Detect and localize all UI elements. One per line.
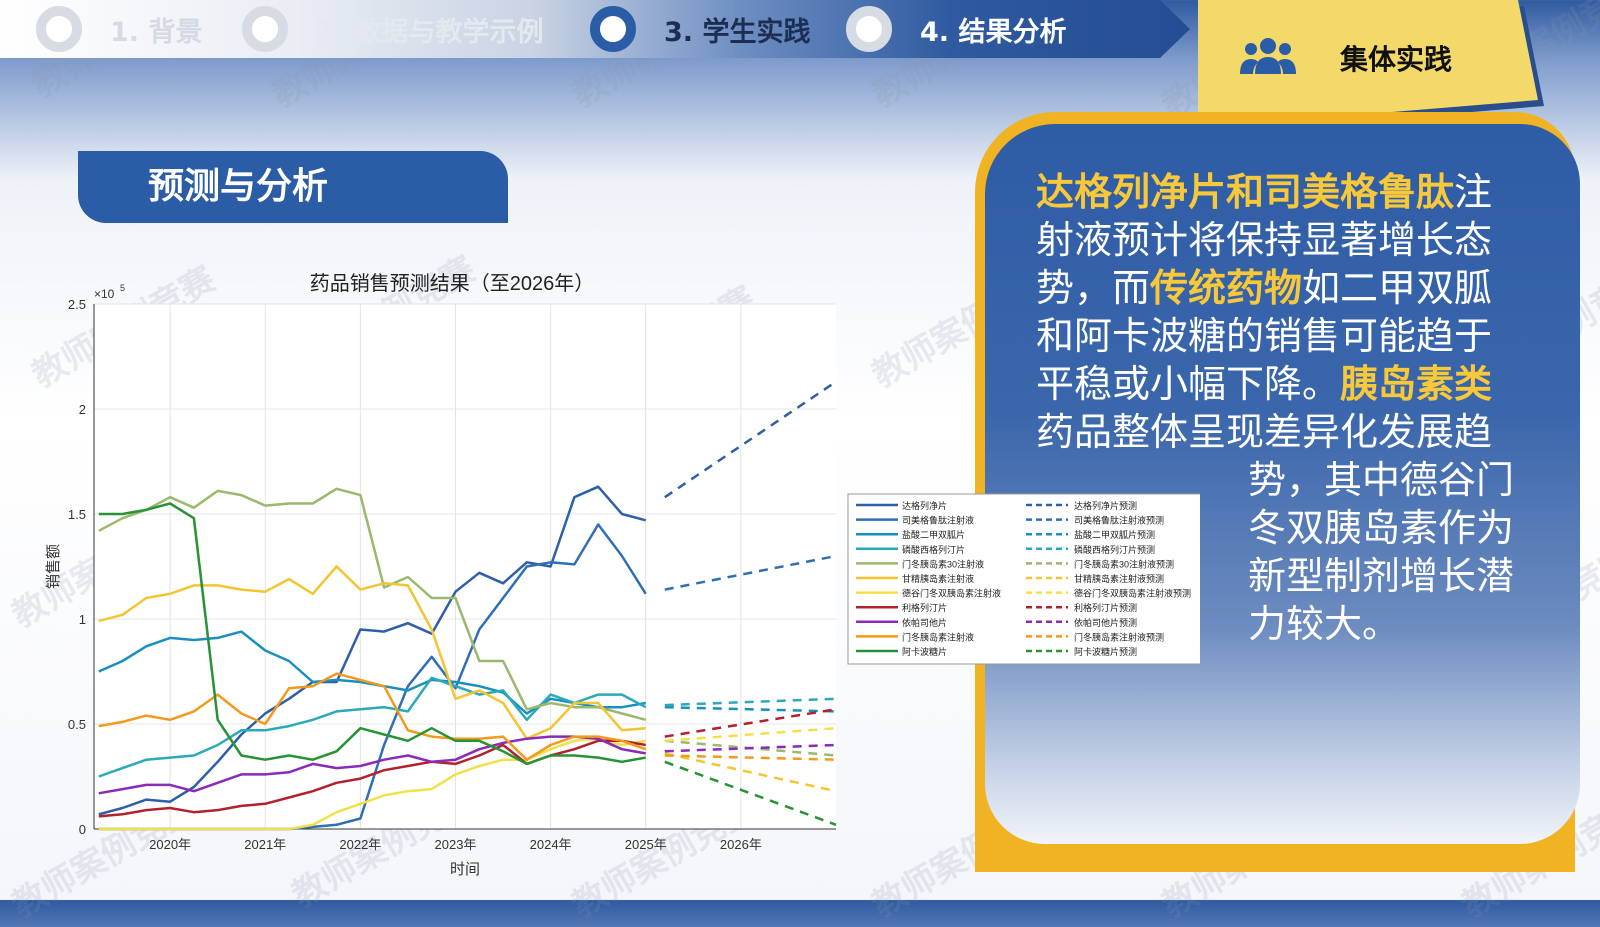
forecast-line-7 [664, 708, 837, 738]
y-tick-label: 0 [79, 822, 86, 837]
nav-step-1-label: 1. 背景 [110, 16, 203, 48]
x-tick-label: 2023年 [435, 837, 477, 852]
forecast-line-2 [664, 705, 837, 713]
legend-label: 利格列汀片 [902, 602, 947, 613]
y-tick-label: 2 [79, 402, 86, 417]
y-tick-label: 1 [79, 612, 86, 627]
x-tick-label: 2020年 [149, 837, 191, 852]
forecast-line-3 [664, 697, 837, 707]
legend-label: 磷酸西格列汀片 [902, 544, 965, 555]
y-exponent-label: ×10 [94, 287, 115, 301]
analysis-panel [985, 124, 1580, 844]
x-tick-label: 2025年 [625, 837, 667, 852]
analysis-seg-5: 药品整体呈现差异化发展趋 [1036, 410, 1493, 454]
forecast-line-6 [664, 726, 837, 743]
forecast-line-5 [664, 752, 837, 793]
legend-label-forecast: 依帕司他片预测 [1074, 617, 1137, 628]
nav-step-4-label: 4. 结果分析 [920, 16, 1067, 48]
nav-step-2-label: 2. 数据与教学示例 [316, 16, 544, 48]
x-tick-label: 2024年 [530, 837, 572, 852]
nav-step-4[interactable]: 4. 结果分析 [846, 0, 1066, 58]
analysis-text: 达格列净片和司美格鲁肽注射液预计将保持显著增长态势，而传统药物如二甲双胍和阿卡波… [1036, 168, 1526, 648]
section-heading: 预测与分析 [78, 151, 508, 223]
legend-label-forecast: 盐酸二甲双胍片预测 [1074, 529, 1155, 540]
nav-step-1[interactable]: 1. 背景 [36, 0, 202, 58]
nav-step-3-label: 3. 学生实践 [664, 16, 811, 48]
legend-label-forecast: 甘精胰岛素注射液预测 [1074, 573, 1164, 584]
legend-label-forecast: 门冬胰岛素注射液预测 [1074, 631, 1164, 642]
series-line-4 [98, 487, 647, 722]
x-tick-label: 2022年 [339, 837, 381, 852]
analysis-seg-2: 传统药物 [1150, 265, 1303, 310]
y-tick-label: 0.5 [68, 717, 86, 732]
legend-label-forecast: 达格列净片预测 [1074, 500, 1137, 511]
group-people-icon [1240, 38, 1296, 74]
legend-label: 门冬胰岛素30注射液 [902, 558, 984, 569]
x-axis-label: 时间 [450, 861, 480, 878]
series-line-10 [98, 502, 646, 766]
legend-label-forecast: 利格列汀片预测 [1074, 602, 1137, 613]
series-line-9 [98, 672, 647, 761]
tab-label: 集体实践 [1340, 43, 1453, 76]
legend-label: 盐酸二甲双胍片 [902, 529, 965, 540]
chart-legend [847, 493, 1200, 665]
nav-step-2[interactable]: 2. 数据与教学示例 [242, 0, 543, 58]
forecast-line-10 [664, 760, 837, 826]
y-tick-label: 1.5 [68, 507, 86, 522]
nav-step-3[interactable]: 3. 学生实践 [590, 0, 810, 58]
y-axis-label: 销售额 [45, 544, 62, 589]
analysis-seg-0: 达格列净片和司美格鲁肽 [1036, 169, 1455, 214]
forecast-line-0 [664, 380, 837, 499]
legend-label: 达格列净片 [902, 500, 947, 511]
legend-label-forecast: 阿卡波糖片预测 [1074, 646, 1137, 657]
analysis-tail: 势，其中德谷门冬双胰岛素作为新型制剂增长潜力较大。 [1248, 458, 1515, 646]
step-4-circle-icon [846, 6, 892, 52]
legend-label-forecast: 司美格鲁肽注射液预测 [1074, 515, 1164, 526]
forecast-line-9 [664, 754, 837, 761]
legend-label-forecast: 德谷门冬双胰岛素注射液预测 [1074, 588, 1191, 599]
legend-label: 阿卡波糖片 [902, 646, 947, 657]
analysis-seg-4: 胰岛素类 [1340, 361, 1493, 406]
legend-label-forecast: 门冬胰岛素30注射液预测 [1074, 558, 1174, 569]
step-1-circle-icon [36, 6, 82, 52]
legend-label: 依帕司他片 [902, 617, 947, 628]
step-2-circle-icon [242, 6, 288, 52]
legend-label-forecast: 磷酸西格列汀片预测 [1074, 544, 1155, 555]
series-line-5 [98, 565, 646, 740]
y-exponent-power: 5 [120, 283, 125, 293]
x-tick-label: 2021年 [244, 837, 286, 852]
legend-label: 司美格鲁肽注射液 [902, 515, 974, 526]
step-3-circle-icon [590, 6, 636, 52]
chart-title: 药品销售预测结果（至2026年） [310, 272, 595, 295]
forecast-line-8 [664, 743, 837, 753]
sales-forecast-chart: 0 0.5 1 1.5 2 2.5 2020年 2021年 2022年 2023年 2024年 202… [45, 272, 1200, 878]
series-line-8 [98, 735, 646, 795]
section-title: 预测与分析 [147, 166, 328, 207]
legend-label: 甘精胰岛素注射液 [902, 573, 974, 584]
series-line-3 [98, 676, 647, 778]
forecast-line-1 [664, 554, 837, 591]
legend-label: 门冬胰岛素注射液 [902, 631, 974, 642]
analysis-seg-1: 注射液预计将保持显著增长态势，而 [1036, 170, 1493, 310]
x-tick-label: 2026年 [720, 837, 762, 852]
legend-label: 德谷门冬双胰岛素注射液 [902, 588, 1001, 599]
analysis-seg-3: 如二甲双胍和阿卡波糖的销售可能趋于平稳或小幅下降。 [1036, 266, 1493, 406]
series-line-6 [98, 737, 646, 831]
y-tick-label: 2.5 [68, 297, 86, 312]
